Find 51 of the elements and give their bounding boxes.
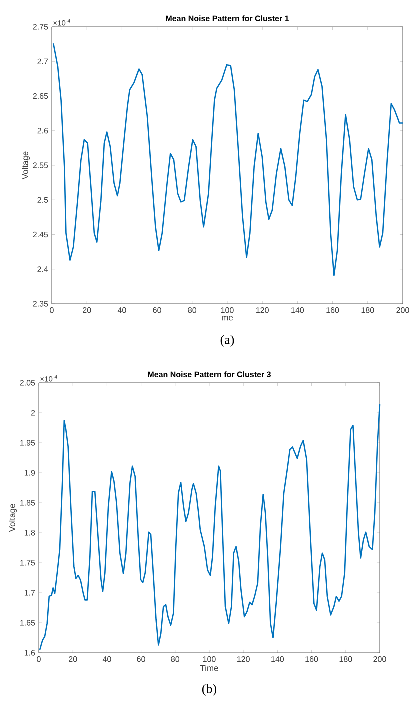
x-axis-title: Time xyxy=(200,665,218,672)
y-axis-title: Voltage xyxy=(22,152,30,180)
chart-title: Mean Noise Pattern for Cluster 1 xyxy=(166,16,290,22)
x-tick-label: 60 xyxy=(153,308,162,314)
y-tick-label: 2.65 xyxy=(33,93,48,100)
x-tick-label: 200 xyxy=(396,308,410,314)
x-tick-label: 200 xyxy=(374,656,386,662)
x-tick-label: 160 xyxy=(306,656,318,662)
chart-title: Mean Noise Pattern for Cluster 3 xyxy=(148,372,271,378)
x-tick-label: 20 xyxy=(69,656,78,662)
y-tick-label: 1.85 xyxy=(20,500,36,506)
y-tick-label: 1.7 xyxy=(24,590,36,596)
y-tick-label: 2.45 xyxy=(33,232,48,238)
y-tick-label: 2.5 xyxy=(38,197,48,203)
x-tick-label: 0 xyxy=(50,308,54,314)
y-tick-label: 2.75 xyxy=(33,24,48,30)
x-tick-label: 80 xyxy=(171,656,180,662)
y-tick-label: 2 xyxy=(31,410,36,416)
x-tick-label: 40 xyxy=(102,656,112,662)
x-tick-label: 140 xyxy=(292,308,304,314)
line-series xyxy=(52,42,404,276)
y-tick-label: 2.6 xyxy=(38,128,48,134)
x-tick-label: 100 xyxy=(203,656,216,662)
y-tick-label: 2.55 xyxy=(33,162,48,168)
x-tick-label: 120 xyxy=(256,308,269,314)
x-tick-label: 180 xyxy=(340,656,352,662)
y-axis-title: Voltage xyxy=(9,504,18,532)
x-tick-label: 180 xyxy=(362,308,374,314)
x-tick-label: 40 xyxy=(118,308,126,314)
x-axis-title: me xyxy=(222,316,234,321)
x-tick-label: 80 xyxy=(188,308,197,314)
x-tick-label: 140 xyxy=(272,656,284,662)
x-tick-label: 160 xyxy=(326,308,340,314)
y-tick-label: 1.75 xyxy=(20,560,36,566)
x-tick-label: 120 xyxy=(238,656,250,662)
x-tick-label: 0 xyxy=(37,656,41,662)
text: (b) xyxy=(202,684,217,696)
x-tick-label: 20 xyxy=(83,308,92,314)
y-tick-label: 1.6 xyxy=(24,650,36,656)
text: (a) xyxy=(220,335,234,347)
y-tick-label: 2.35 xyxy=(33,301,48,307)
y-tick-label: 1.9 xyxy=(24,470,36,476)
y-tick-label: 2.05 xyxy=(20,380,36,386)
y-tick-label: 1.65 xyxy=(20,620,36,626)
x-tick-label: 100 xyxy=(221,308,234,314)
y-tick-label: 1.8 xyxy=(24,530,36,536)
y-tick-label: 1.95 xyxy=(20,440,36,446)
y-tick-label: 2.7 xyxy=(38,58,48,64)
x-tick-label: 60 xyxy=(137,656,146,662)
line-series xyxy=(39,404,381,651)
y-tick-label: 2.4 xyxy=(38,266,48,272)
